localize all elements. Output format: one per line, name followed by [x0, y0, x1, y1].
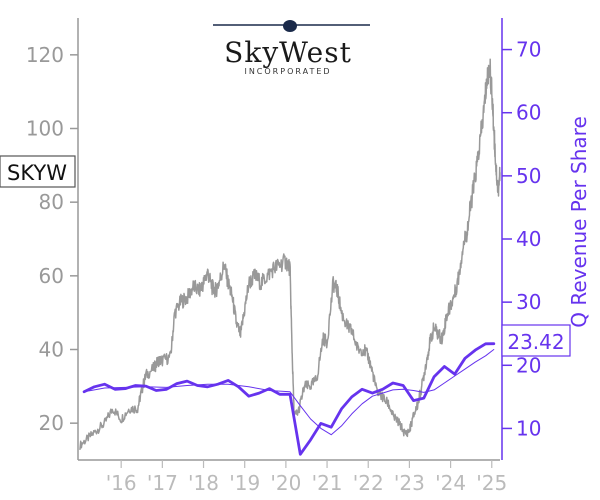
- right-tick-label: 30: [516, 290, 541, 314]
- ticker-label: SKYW: [7, 161, 67, 185]
- left-tick-label: 80: [39, 190, 64, 214]
- x-tick-label: '21: [312, 471, 343, 495]
- x-tick-label: '17: [147, 471, 178, 495]
- left-axis-ticks: 20 40 60 80 100 120: [26, 43, 78, 435]
- left-tick-label: 40: [39, 338, 64, 362]
- logo-name: SkyWest: [224, 36, 352, 69]
- last-value-label: 23.42: [507, 330, 564, 354]
- right-tick-label: 40: [516, 227, 541, 251]
- right-tick-label: 10: [516, 416, 541, 440]
- price-line: [79, 58, 501, 451]
- ticker-box-frame: [0, 155, 76, 188]
- logo-emblem: [283, 20, 297, 32]
- q-revenue-per-share-trend-line: [83, 349, 495, 436]
- left-tick-label: 60: [39, 264, 64, 288]
- right-axis-ticks: 10 20 30 40 50 60 70: [502, 38, 541, 440]
- x-tick-label: '20: [270, 471, 301, 495]
- x-tick-label: '25: [476, 471, 507, 495]
- right-tick-label: 60: [516, 101, 541, 125]
- x-tick-label: '16: [106, 471, 137, 495]
- x-tick-label: '19: [229, 471, 260, 495]
- right-axis-title: Q Revenue Per Share: [567, 116, 591, 328]
- series-layer: [79, 58, 501, 456]
- right-tick-label: 20: [516, 353, 541, 377]
- logo-subtext: INCORPORATED: [244, 67, 331, 76]
- left-tick-label: 100: [26, 117, 64, 141]
- q-revenue-per-share-line: [82, 342, 496, 456]
- right-tick-label: 70: [516, 38, 541, 62]
- x-tick-label: '22: [353, 471, 384, 495]
- last-value-box: 23.42: [501, 324, 571, 357]
- x-axis-ticks: '16 '17 '18 '19 '20 '21 '22 '23 '24 '25: [106, 460, 507, 495]
- left-tick-label: 20: [39, 411, 64, 435]
- x-tick-label: '23: [394, 471, 425, 495]
- company-logo: SkyWest INCORPORATED: [213, 20, 370, 76]
- right-tick-label: 50: [516, 164, 541, 188]
- x-tick-label: '18: [188, 471, 219, 495]
- x-tick-label: '24: [435, 471, 466, 495]
- left-tick-label: 120: [26, 43, 64, 67]
- last-value-frame: [501, 324, 571, 357]
- ticker-box: SKYW: [0, 155, 76, 188]
